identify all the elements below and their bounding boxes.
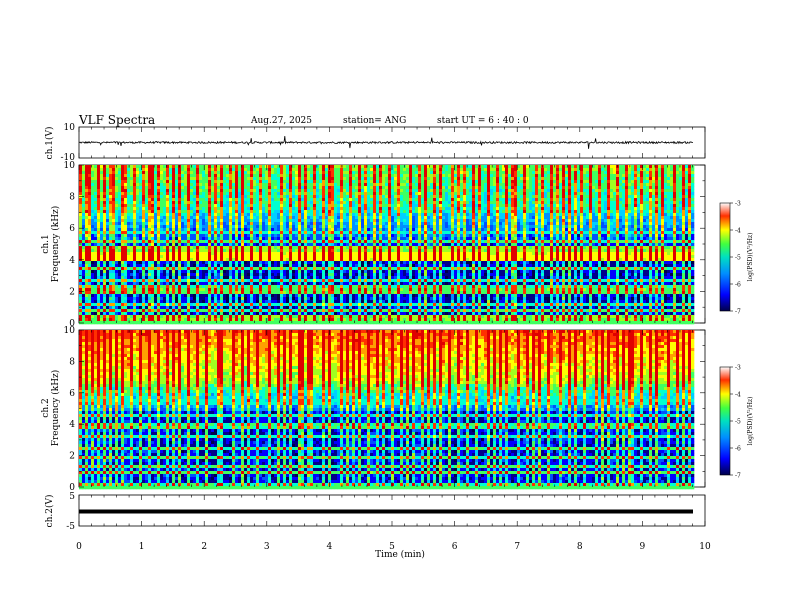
- ch2-spec-ylabel-top: ch.2: [41, 398, 51, 417]
- time-tick-label: 3: [264, 542, 270, 552]
- ch1-spec-ylabel: Frequency (kHz): [50, 206, 61, 283]
- ch2-colorbar-ticks: -3 -4 -5 -6 -7: [730, 365, 741, 480]
- colorbar-tick-label: -7: [735, 473, 741, 480]
- time-tick-label: 7: [514, 542, 520, 552]
- freq-tick-label: 8: [69, 357, 75, 367]
- freq-tick-label: 4: [69, 420, 75, 430]
- ch1-colorbar-label: log(PSD)(V²/Hz): [747, 233, 754, 282]
- ch2-spectrogram-image: [79, 330, 694, 489]
- colorbar-tick-label: -6: [735, 446, 741, 453]
- freq-tick-label: 2: [69, 287, 75, 297]
- freq-tick-label: 6: [69, 389, 75, 399]
- colorbar-tick-label: -5: [735, 255, 741, 262]
- colorbar-tick-label: -6: [735, 282, 741, 289]
- vlf-spectra-figure: 10 -10 ch.1(V) 0 2 4 6 8 10 ch.1 Frequency (k…: [0, 0, 792, 612]
- ch1-ytick-top: 10: [64, 123, 76, 133]
- ch2-colorbar-label: log(PSD)(V²/Hz): [747, 397, 754, 446]
- ch1-spectrogram-image: [79, 165, 694, 324]
- freq-tick-label: 2: [69, 452, 75, 462]
- time-tick-label: 10: [699, 542, 711, 552]
- time-tick-label: 1: [139, 542, 145, 552]
- ch2-colorbar: [720, 367, 730, 475]
- ch2-ytick-bottom: -5: [66, 522, 75, 532]
- colorbar-tick-label: -3: [735, 201, 741, 208]
- freq-tick-label: 8: [69, 193, 75, 203]
- ch1-waveform-panel: 10 -10 ch.1(V): [44, 123, 705, 163]
- freq-tick-label: 10: [64, 326, 76, 336]
- ch2-waveform-ylabel: ch.2(V): [44, 495, 55, 528]
- time-tick-label: 9: [640, 542, 646, 552]
- colorbar-tick-label: -3: [735, 365, 741, 372]
- freq-tick-label: 4: [69, 256, 75, 266]
- colorbar-tick-label: -4: [735, 228, 741, 235]
- time-tick-label: 8: [577, 542, 583, 552]
- time-tick-label: 2: [201, 542, 207, 552]
- colorbar-tick-label: -7: [735, 309, 741, 316]
- ch1-spec-ylabel-top: ch.1: [41, 234, 51, 253]
- ch1-colorbar-ticks: -3 -4 -5 -6 -7: [730, 201, 741, 316]
- ch2-spec-ylabel: Frequency (kHz): [50, 370, 61, 447]
- time-tick-label: 6: [452, 542, 458, 552]
- colorbar-tick-label: -5: [735, 419, 741, 426]
- time-tick-label: 0: [76, 542, 82, 552]
- ch2-ytick-top: 5: [69, 492, 75, 502]
- freq-tick-label: 6: [69, 224, 75, 234]
- time-axis-label: Time (min): [375, 549, 425, 560]
- ch1-waveform-ylabel: ch.1(V): [44, 127, 55, 160]
- freq-tick-label: 10: [64, 161, 76, 171]
- ch2-waveform-panel: 5 -5 ch.2(V): [44, 492, 705, 532]
- time-tick-label: 4: [327, 542, 333, 552]
- colorbar-tick-label: -4: [735, 392, 741, 399]
- ch1-colorbar: [720, 203, 730, 311]
